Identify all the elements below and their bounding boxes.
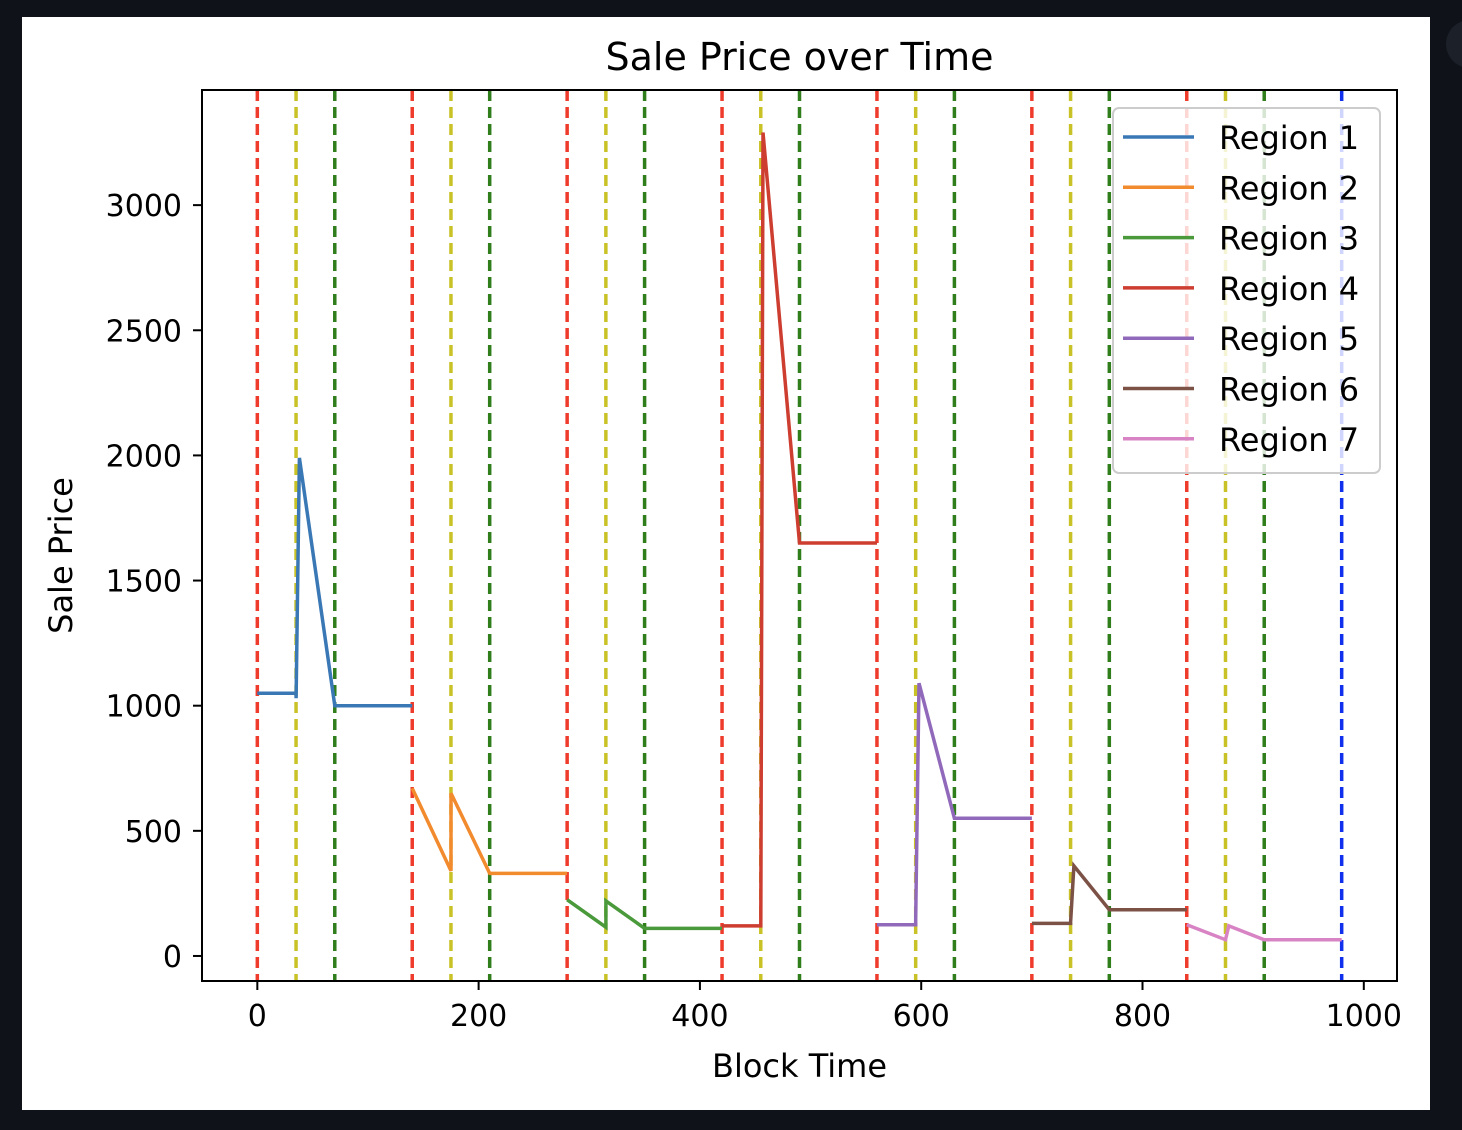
legend-box bbox=[1112, 107, 1381, 474]
series-line-4 bbox=[722, 132, 877, 928]
x-tick-label: 0 bbox=[248, 999, 267, 1034]
series-line-7 bbox=[1186, 923, 1342, 943]
x-tick-label: 400 bbox=[671, 999, 728, 1034]
legend-label-4: Region 4 bbox=[1219, 270, 1359, 308]
chart-figure: 0 200 400 600 800 1000 0 500 1000 1500 2000 2500 300… bbox=[22, 17, 1430, 1110]
x-tick-label: 200 bbox=[450, 999, 507, 1034]
axis-ticks: 0 200 400 600 800 1000 0 500 1000 1500 2000 2500 300… bbox=[106, 189, 1402, 1034]
series-line-5 bbox=[877, 682, 1032, 927]
chart-title: Sale Price over Time bbox=[605, 35, 993, 79]
chart-svg: 0 200 400 600 800 1000 0 500 1000 1500 2000 2500 300… bbox=[42, 35, 1402, 1085]
x-axis-title: Block Time bbox=[712, 1047, 887, 1085]
legend-label-7: Region 7 bbox=[1219, 421, 1359, 459]
series-line-2 bbox=[410, 787, 568, 876]
legend-label-6: Region 6 bbox=[1219, 371, 1359, 409]
series-lines bbox=[257, 132, 1342, 943]
y-tick-label: 3000 bbox=[106, 189, 182, 224]
x-tick-label: 800 bbox=[1114, 999, 1171, 1034]
x-tick-label: 600 bbox=[893, 999, 950, 1034]
series-line-6 bbox=[1031, 861, 1187, 926]
legend: Region 1 Region 2 Region 3 Region 4 Region 5… bbox=[1112, 107, 1381, 474]
vertical-lines bbox=[255, 90, 1344, 981]
series-line-3 bbox=[566, 897, 722, 931]
corner-circle bbox=[1446, 20, 1462, 68]
y-tick-label: 500 bbox=[125, 815, 182, 850]
y-tick-label: 2500 bbox=[106, 314, 182, 349]
x-tick-label: 1000 bbox=[1326, 999, 1402, 1034]
legend-label-2: Region 2 bbox=[1219, 169, 1359, 207]
plot-frame bbox=[201, 89, 1398, 982]
series-line-1 bbox=[257, 457, 413, 708]
y-tick-label: 2000 bbox=[106, 439, 182, 474]
y-tick-label: 0 bbox=[163, 940, 182, 975]
y-tick-label: 1500 bbox=[106, 565, 182, 600]
legend-label-1: Region 1 bbox=[1219, 119, 1359, 157]
y-axis-title: Sale Price bbox=[42, 477, 80, 634]
legend-label-5: Region 5 bbox=[1219, 320, 1359, 358]
legend-label-3: Region 3 bbox=[1219, 220, 1359, 258]
y-tick-label: 1000 bbox=[106, 690, 182, 725]
